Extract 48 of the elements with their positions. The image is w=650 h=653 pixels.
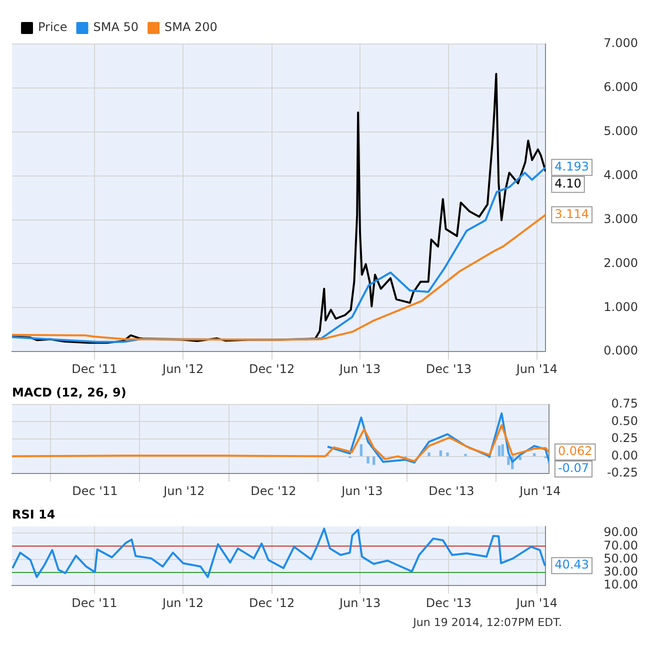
x-tick-label: Dec '13: [426, 596, 472, 610]
x-tick-label: Dec '11: [72, 362, 118, 376]
legend-label: SMA 50: [93, 20, 139, 34]
y-tick-label: 0.75: [611, 396, 638, 411]
y-tick-label: 0.000: [604, 344, 638, 358]
x-tick-label: Dec '11: [72, 596, 118, 610]
y-tick-label: 90.00: [604, 525, 638, 540]
annotation: 4.193: [554, 159, 590, 174]
x-tick-label: Dec '12: [250, 484, 296, 498]
y-tick-label: 5.000: [604, 124, 638, 138]
x-tick-label: Dec '13: [426, 362, 472, 376]
annotation: 4.10: [554, 176, 582, 190]
y-tick-label: 3.000: [604, 212, 638, 226]
y-tick-label: 70.00: [604, 538, 638, 552]
x-tick-label: Jun '14: [518, 484, 561, 498]
x-tick-label: Jun '12: [162, 484, 205, 498]
x-tick-label: Jun '12: [162, 596, 204, 610]
x-tick-label: Jun '13: [338, 596, 381, 610]
x-tick-label: Jun '14: [515, 362, 558, 376]
y-tick-label: 1.000: [604, 300, 638, 314]
legend-label: Price: [38, 20, 68, 34]
text: Jun 19 2014, 12:07PM EDT.: [412, 616, 563, 629]
annotation: 40.43: [554, 558, 590, 572]
annotation: 3.114: [554, 206, 590, 221]
y-tick-label: 2.000: [604, 256, 638, 270]
chart-title: MACD (12, 26, 9): [12, 385, 126, 400]
x-tick-label: Jun '13: [340, 484, 383, 498]
y-tick-label: 4.000: [604, 168, 638, 182]
chart-title: RSI 14: [12, 507, 56, 522]
y-tick-label: 30.00: [604, 564, 638, 579]
y-tick-label: 0.50: [611, 414, 638, 428]
y-tick-label: 50.00: [604, 551, 638, 566]
x-tick-label: Dec '12: [248, 362, 295, 376]
y-tick-label: 10.00: [604, 578, 638, 592]
y-tick-label: -0.25: [606, 466, 638, 480]
x-tick-label: Jun '12: [162, 362, 204, 376]
x-tick-label: Jun '14: [515, 596, 558, 610]
annotation: -0.07: [558, 461, 590, 476]
y-tick-label: 7.000: [604, 36, 638, 50]
annotation: 0.062: [558, 444, 592, 458]
x-tick-label: Jun '13: [338, 362, 381, 376]
x-tick-label: Dec '13: [428, 484, 474, 498]
y-tick-label: 0.25: [611, 431, 638, 446]
y-tick-label: 6.000: [604, 80, 638, 94]
y-tick-label: 0.00: [611, 448, 638, 462]
legend-label: SMA 200: [164, 20, 218, 34]
x-tick-label: Dec '11: [72, 484, 118, 498]
x-tick-label: Dec '12: [248, 596, 295, 610]
